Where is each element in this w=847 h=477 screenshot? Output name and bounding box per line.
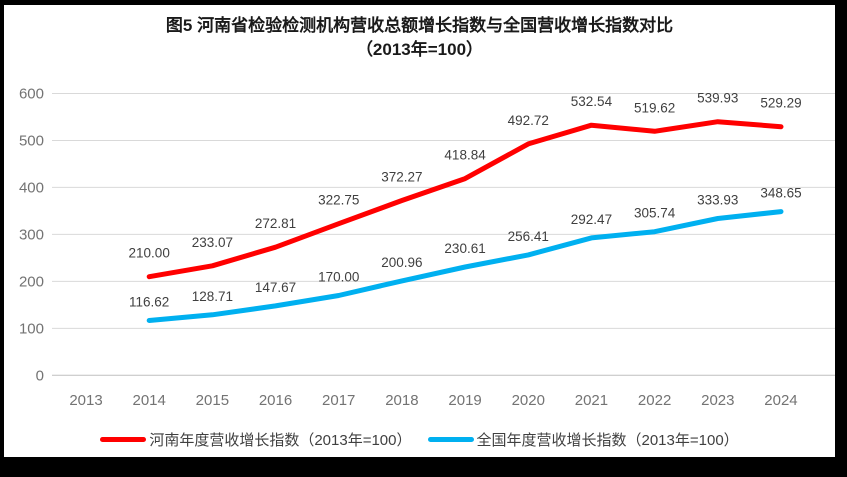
henan-line-swatch bbox=[100, 437, 147, 442]
x-tick-label: 2021 bbox=[575, 392, 608, 409]
series-line-1 bbox=[146, 209, 784, 323]
y-tick-label: 100 bbox=[19, 320, 44, 337]
data-label-series-1: 200.96 bbox=[381, 255, 422, 270]
data-label-series-0: 233.07 bbox=[192, 235, 233, 250]
plot-area: 0 100 200 300 400 500 600 2013 2014 2015 2016 2017 2… bbox=[19, 86, 835, 409]
data-label-series-1: 305.74 bbox=[634, 206, 676, 221]
x-tick-label: 2023 bbox=[701, 392, 734, 409]
data-label-series-0: 519.62 bbox=[634, 100, 675, 115]
data-label-series-1: 333.93 bbox=[697, 192, 738, 207]
x-tick-label: 2022 bbox=[638, 392, 671, 409]
data-label-series-0: 322.75 bbox=[318, 193, 359, 208]
y-tick-label: 300 bbox=[19, 226, 44, 243]
data-label-series-0: 492.72 bbox=[508, 113, 549, 128]
data-label-series-1: 348.65 bbox=[760, 186, 801, 201]
legend-label-henan: 河南年度营收增长指数（2013年=100） bbox=[149, 432, 412, 449]
y-tick-label: 400 bbox=[19, 179, 44, 196]
data-label-series-1: 128.71 bbox=[192, 289, 233, 304]
x-tick-label: 2016 bbox=[259, 392, 292, 409]
data-label-series-0: 418.84 bbox=[444, 148, 486, 163]
legend-item-national: 全国年度营收增长指数（2013年=100） bbox=[427, 429, 739, 450]
data-label-series-0: 532.54 bbox=[571, 94, 613, 109]
y-tick-label: 500 bbox=[19, 132, 44, 149]
data-label-series-0: 539.93 bbox=[697, 91, 738, 106]
data-label-series-1: 230.61 bbox=[444, 241, 485, 256]
data-label-series-1: 170.00 bbox=[318, 269, 359, 284]
data-label-series-0: 529.29 bbox=[760, 96, 801, 111]
x-tick-label: 2014 bbox=[132, 392, 165, 409]
x-tick-label: 2017 bbox=[322, 392, 355, 409]
chart-title: 图5 河南省检验检测机构营收总额增长指数与全国营收增长指数对比 （2013年=1… bbox=[4, 14, 835, 62]
data-label-series-0: 372.27 bbox=[381, 169, 422, 184]
chart-legend: 河南年度营收增长指数（2013年=100） 全国年度营收增长指数（2013年=1… bbox=[4, 429, 835, 450]
x-tick-label: 2015 bbox=[196, 392, 229, 409]
x-tick-label: 2018 bbox=[385, 392, 418, 409]
national-line-swatch bbox=[427, 437, 474, 442]
data-label-series-1: 116.62 bbox=[129, 295, 169, 310]
x-tick-label: 2024 bbox=[764, 392, 797, 409]
data-label-series-1: 147.67 bbox=[255, 280, 296, 295]
data-label-series-0: 272.81 bbox=[255, 216, 296, 231]
x-tick-label: 2020 bbox=[512, 392, 545, 409]
y-tick-label: 200 bbox=[19, 273, 44, 290]
data-label-series-0: 210.00 bbox=[129, 246, 170, 261]
legend-label-national: 全国年度营收增长指数（2013年=100） bbox=[476, 432, 739, 449]
data-label-series-1: 292.47 bbox=[571, 212, 612, 227]
chart-title-line2: （2013年=100） bbox=[355, 40, 484, 59]
x-tick-label: 2019 bbox=[448, 392, 481, 409]
x-tick-label: 2013 bbox=[69, 392, 102, 409]
data-label-series-1: 256.41 bbox=[508, 229, 549, 244]
series-line-0 bbox=[146, 119, 784, 280]
legend-item-henan: 河南年度营收增长指数（2013年=100） bbox=[100, 429, 412, 450]
y-tick-label: 600 bbox=[19, 86, 44, 103]
chart-title-line1: 图5 河南省检验检测机构营收总额增长指数与全国营收增长指数对比 bbox=[165, 16, 674, 35]
y-tick-label: 0 bbox=[36, 367, 44, 384]
